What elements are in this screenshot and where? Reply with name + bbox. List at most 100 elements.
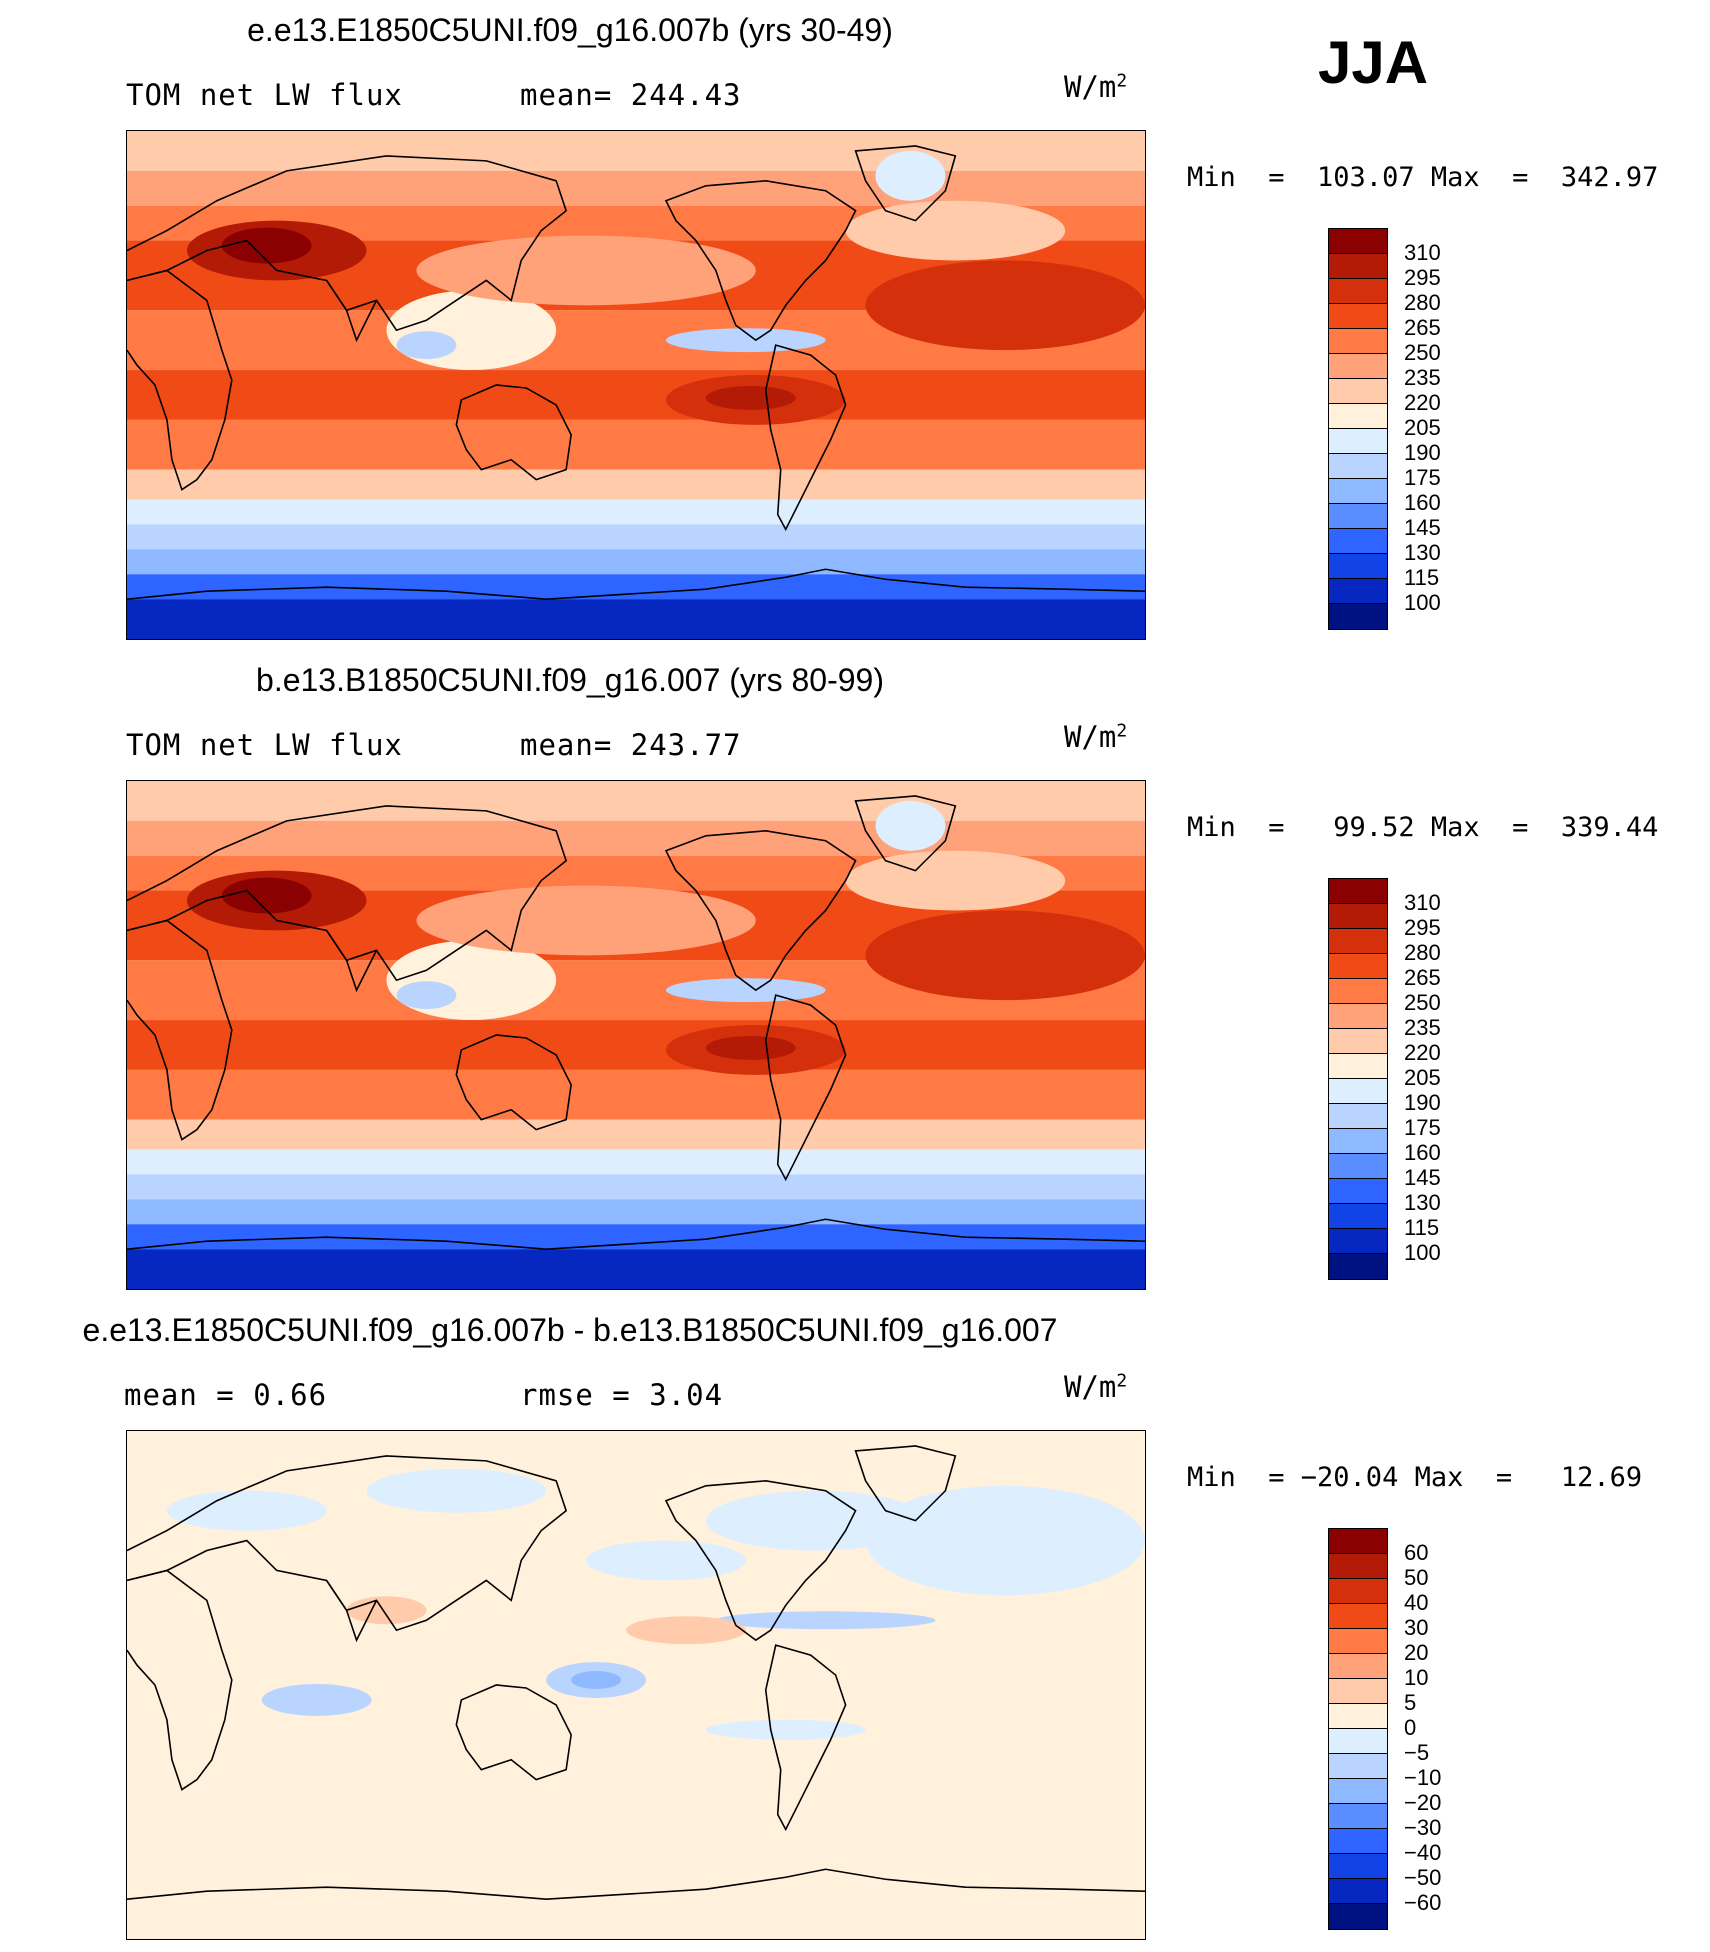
coastline xyxy=(325,279,378,343)
flux-band xyxy=(127,574,1145,600)
flux-band xyxy=(127,370,1145,420)
difference-contour xyxy=(865,1485,1145,1596)
flux-band xyxy=(127,524,1145,550)
coastline xyxy=(455,1684,572,1781)
colorbar-box xyxy=(1329,1254,1387,1279)
flux-band xyxy=(127,781,1145,821)
coastline xyxy=(127,919,233,1141)
flux-band xyxy=(127,1199,1145,1225)
colorbar-box xyxy=(1329,454,1387,479)
colorbar-box xyxy=(1329,1604,1387,1629)
min-max-label: Min = 99.52 Max = 339.44 xyxy=(1187,812,1659,843)
flux-band xyxy=(127,599,1145,639)
colorbar-tick-label: −60 xyxy=(1404,1890,1442,1915)
colorbar-box xyxy=(1329,1554,1387,1579)
colorbar-tick-label: −30 xyxy=(1404,1815,1442,1840)
colorbar-box xyxy=(1329,1629,1387,1654)
colorbar-tick-label: 60 xyxy=(1404,1540,1429,1565)
coastline xyxy=(455,384,572,481)
colorbar-box xyxy=(1329,1679,1387,1704)
colorbar-box xyxy=(1329,1079,1387,1104)
colorbar-tick-label: 0 xyxy=(1404,1715,1417,1740)
panel-title: e.e13.E1850C5UNI.f09_g16.007b (yrs 30-49… xyxy=(247,12,893,48)
coastline xyxy=(664,1480,857,1642)
variable-label: TOM net LW flux xyxy=(126,78,403,112)
colorbar-tick-label: 220 xyxy=(1404,1040,1441,1065)
colorbar-box xyxy=(1329,1129,1387,1154)
colorbar-tick-label: 100 xyxy=(1404,590,1441,615)
difference-contour xyxy=(366,1468,547,1513)
coastline xyxy=(127,805,568,982)
colorbar-box xyxy=(1329,604,1387,629)
flux-contour xyxy=(875,150,946,201)
flux-band xyxy=(127,1224,1145,1250)
flux-band xyxy=(127,469,1145,500)
colorbar-tick-label: 115 xyxy=(1404,565,1440,590)
colorbar-box xyxy=(1329,554,1387,579)
coastline xyxy=(127,1569,233,1791)
flux-contour xyxy=(865,910,1145,1001)
world-map xyxy=(126,780,1146,1290)
flux-band xyxy=(127,549,1145,575)
coastline xyxy=(127,568,1145,600)
colorbar-box xyxy=(1329,1029,1387,1054)
flux-band xyxy=(127,1020,1145,1070)
colorbar-tick-label: 100 xyxy=(1404,1240,1441,1265)
flux-contour xyxy=(705,385,796,410)
colorbar-tick-label: 235 xyxy=(1404,365,1441,390)
flux-contour xyxy=(416,885,756,956)
flux-contour xyxy=(396,331,457,360)
difference-contour xyxy=(436,1735,676,1764)
colorbar-box xyxy=(1329,504,1387,529)
colorbar-tick-label: 50 xyxy=(1404,1565,1429,1590)
colorbar-tick-label: 130 xyxy=(1404,1190,1441,1215)
panel-middle: b.e13.B1850C5UNI.f09_g16.007 (yrs 80-99)… xyxy=(0,650,1710,1300)
coastline xyxy=(764,994,847,1182)
coastline xyxy=(127,1868,1145,1900)
flux-contour xyxy=(221,227,312,264)
colorbar-tick-label: −50 xyxy=(1404,1865,1442,1890)
colorbar-tick-label: 250 xyxy=(1404,340,1441,365)
coastline xyxy=(764,344,847,532)
colorbar-box xyxy=(1329,879,1387,904)
flux-band xyxy=(127,1119,1145,1150)
difference-contour xyxy=(166,1490,327,1531)
colorbar-tick-label: 175 xyxy=(1404,1115,1441,1140)
colorbar-box xyxy=(1329,1779,1387,1804)
panel-title: b.e13.B1850C5UNI.f09_g16.007 (yrs 80-99) xyxy=(256,662,884,698)
coastline xyxy=(764,1644,847,1832)
flux-band xyxy=(127,1249,1145,1289)
colorbar-box xyxy=(1329,404,1387,429)
colorbar-tick-label: −5 xyxy=(1404,1740,1430,1765)
panel-title: e.e13.E1850C5UNI.f09_g16.007b - b.e13.B1… xyxy=(82,1312,1058,1348)
colorbar-tick-label: 265 xyxy=(1404,315,1441,340)
flux-contour xyxy=(845,850,1066,911)
units-label: W/m2 xyxy=(1064,70,1128,104)
colorbar-tick-label: 310 xyxy=(1404,240,1441,265)
colorbar-tick-label: 10 xyxy=(1404,1665,1429,1690)
colorbar-box xyxy=(1329,1229,1387,1254)
colorbar-tick-label: 205 xyxy=(1404,1065,1441,1090)
world-map xyxy=(126,1430,1146,1940)
coastline xyxy=(325,1579,378,1643)
colorbar-tick-label: 130 xyxy=(1404,540,1441,565)
colorbar-box xyxy=(1329,1654,1387,1679)
colorbar-box xyxy=(1329,304,1387,329)
colorbar-tick-label: 280 xyxy=(1404,940,1441,965)
colorbar xyxy=(1328,1528,1388,1930)
colorbar-tick-label: 265 xyxy=(1404,965,1441,990)
colorbar-box xyxy=(1329,279,1387,304)
colorbar-box xyxy=(1329,1879,1387,1904)
colorbar-box xyxy=(1329,1704,1387,1729)
colorbar-box xyxy=(1329,1729,1387,1754)
colorbar-box xyxy=(1329,529,1387,554)
coastline xyxy=(455,1034,572,1131)
colorbar-box xyxy=(1329,1154,1387,1179)
colorbar-tick-label: 205 xyxy=(1404,415,1441,440)
flux-band xyxy=(127,1174,1145,1200)
colorbar-box xyxy=(1329,929,1387,954)
colorbar-tick-label: 235 xyxy=(1404,1015,1441,1040)
season-label: JJA xyxy=(1318,29,1429,96)
colorbar-box xyxy=(1329,1004,1387,1029)
difference-contour xyxy=(705,1719,866,1740)
